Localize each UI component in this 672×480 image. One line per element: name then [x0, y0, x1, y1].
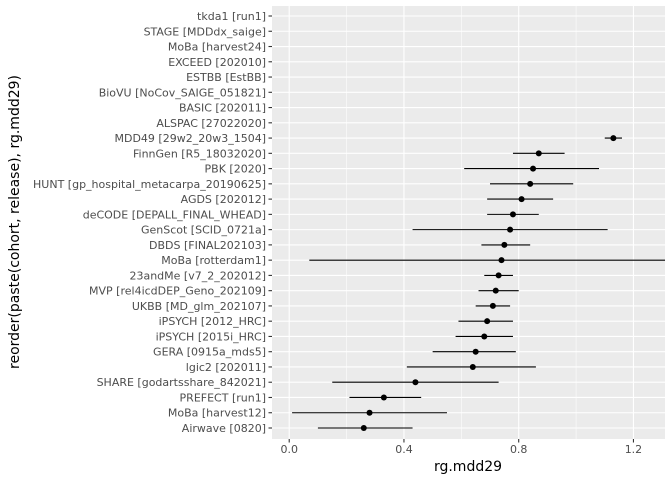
y-tick-label: AGDS [202012]: [181, 193, 266, 206]
y-tick-label: deCODE [DEPALL_FINAL_WHEAD]: [83, 208, 266, 221]
y-tick-label: MoBa [harvest24]: [168, 41, 266, 54]
y-tick-label: MVP [rel4icdDEP_Geno_202109]: [89, 285, 266, 298]
y-axis-title: reorder(paste(cohort, release), rg.mdd29…: [7, 75, 23, 369]
data-marks: [292, 135, 665, 431]
data-point: [518, 196, 525, 203]
x-tick-label: 1.2: [625, 443, 643, 456]
x-tick-label: 0.8: [510, 443, 528, 456]
panel-background: [272, 6, 665, 439]
y-tick-label: tkda1 [run1]: [197, 10, 266, 23]
y-tick-label: PREFECT [run1]: [180, 391, 266, 404]
data-point: [360, 425, 367, 431]
data-point: [472, 348, 479, 355]
data-point: [492, 287, 499, 294]
data-point: [507, 226, 514, 233]
data-point: [530, 165, 537, 172]
y-tick-label: lgic2 [202011]: [186, 361, 266, 374]
y-tick-label: MDD49 [29w2_20w3_1504]: [115, 132, 267, 145]
data-point: [498, 257, 505, 264]
data-point: [412, 379, 419, 386]
y-tick-label: MoBa [harvest12]: [168, 407, 266, 420]
y-tick-label: SHARE [godartsshare_842021]: [97, 376, 266, 389]
y-tick-label: FinnGen [R5_18032020]: [133, 147, 266, 160]
data-point: [535, 150, 542, 157]
y-tick-label: PBK [2020]: [205, 163, 266, 176]
x-axis-title: rg.mdd29: [434, 459, 502, 475]
data-point: [489, 302, 496, 309]
y-tick-label: 23andMe [v7_2_202012]: [129, 269, 266, 282]
data-point: [366, 409, 373, 416]
y-tick-label: BASIC [202011]: [179, 102, 266, 115]
y-tick-label: EXCEED [202010]: [168, 56, 266, 69]
y-tick-label: Airwave [0820]: [182, 422, 266, 435]
data-point: [469, 363, 476, 370]
y-tick-label: DBDS [FINAL202103]: [149, 239, 266, 252]
y-tick-label: GERA [0915a_mds5]: [153, 346, 266, 359]
data-point: [501, 241, 508, 248]
y-tick-label: HUNT [gp_hospital_metacarpa_20190625]: [33, 178, 266, 191]
y-tick-label: UKBB [MD_glm_202107]: [132, 300, 266, 313]
data-point: [509, 211, 516, 218]
y-tick-label: BioVU [NoCov_SAIGE_051821]: [99, 86, 266, 99]
y-tick-label: MoBa [rotterdam1]: [161, 254, 266, 267]
data-point: [610, 135, 617, 142]
x-tick-label: 0.4: [395, 443, 413, 456]
x-axis-ticks: 0.0 0.4 0.8 1.2: [280, 439, 642, 456]
data-point: [527, 180, 534, 187]
y-tick-label: STAGE [MDDdx_saige]: [144, 25, 266, 38]
y-axis-ticks: tkda1 [run1] STAGE [MDDdx_saige] MoBa [har…: [33, 10, 272, 435]
y-tick-label: ALSPAC [27022020]: [156, 117, 266, 130]
data-point: [481, 333, 488, 340]
y-tick-label: iPSYCH [2012_HRC]: [159, 315, 266, 328]
data-point: [380, 394, 387, 401]
data-point: [484, 318, 491, 325]
y-tick-label: iPSYCH [2015i_HRC]: [156, 330, 266, 343]
x-tick-label: 0.0: [280, 443, 298, 456]
y-tick-label: GenScot [SCID_0721a]: [141, 224, 266, 237]
y-tick-label: ESTBB [EstBB]: [186, 71, 266, 84]
data-point: [495, 272, 502, 279]
